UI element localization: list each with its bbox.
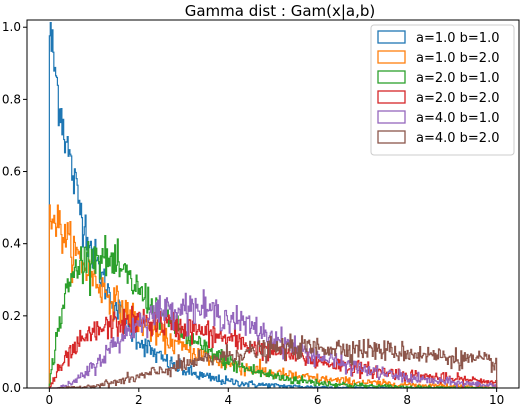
series-line-3 xyxy=(48,235,498,389)
legend-label-3: a=2.0 b=1.0 xyxy=(416,71,499,86)
legend-frame xyxy=(370,24,515,156)
plot-area-frame xyxy=(26,19,520,389)
x-tick-label: 4 xyxy=(224,393,232,404)
x-tick-label: 2 xyxy=(135,393,143,404)
y-tick-label: 0.4 xyxy=(2,237,21,251)
x-axis: 0 2 4 6 8 10 xyxy=(46,388,504,407)
legend-label-5: a=4.0 b=1.0 xyxy=(416,111,499,126)
y-axis: 0.0 0.2 0.4 0.6 0.8 1.0 xyxy=(2,20,27,395)
legend-swatch-1 xyxy=(377,30,406,44)
series-line-5 xyxy=(48,289,497,389)
chart-title: Gamma dist : Gam(x|a,b) xyxy=(185,2,376,20)
legend-label-6: a=4.0 b=2.0 xyxy=(416,131,499,146)
series-line-2 xyxy=(48,204,498,389)
x-tick-label: 10 xyxy=(489,393,504,404)
legend-swatch-3 xyxy=(377,70,406,84)
y-tick-label: 0.6 xyxy=(2,165,21,179)
legend-swatch-5 xyxy=(377,110,406,124)
x-tick-label: 6 xyxy=(314,393,322,404)
x-tick-label: 8 xyxy=(403,393,411,404)
series-line-6 xyxy=(49,333,498,389)
y-tick-label: 0.0 xyxy=(2,381,21,395)
legend-label-4: a=2.0 b=2.0 xyxy=(416,91,499,106)
y-tick-label: 0.8 xyxy=(2,92,21,106)
y-tick-label: 0.2 xyxy=(2,309,21,323)
legend: a=1.0 b=1.0 a=1.0 b=2.0 a=2.0 b=1.0 a=2.0 b… xyxy=(370,24,515,156)
x-tick-label: 0 xyxy=(46,393,54,404)
legend-swatch-4 xyxy=(377,90,406,104)
legend-swatch-2 xyxy=(377,50,406,64)
y-tick-label: 1.0 xyxy=(2,20,21,34)
legend-label-2: a=1.0 b=2.0 xyxy=(416,51,499,66)
legend-swatch-6 xyxy=(377,130,406,144)
legend-label-1: a=1.0 b=1.0 xyxy=(416,31,499,46)
